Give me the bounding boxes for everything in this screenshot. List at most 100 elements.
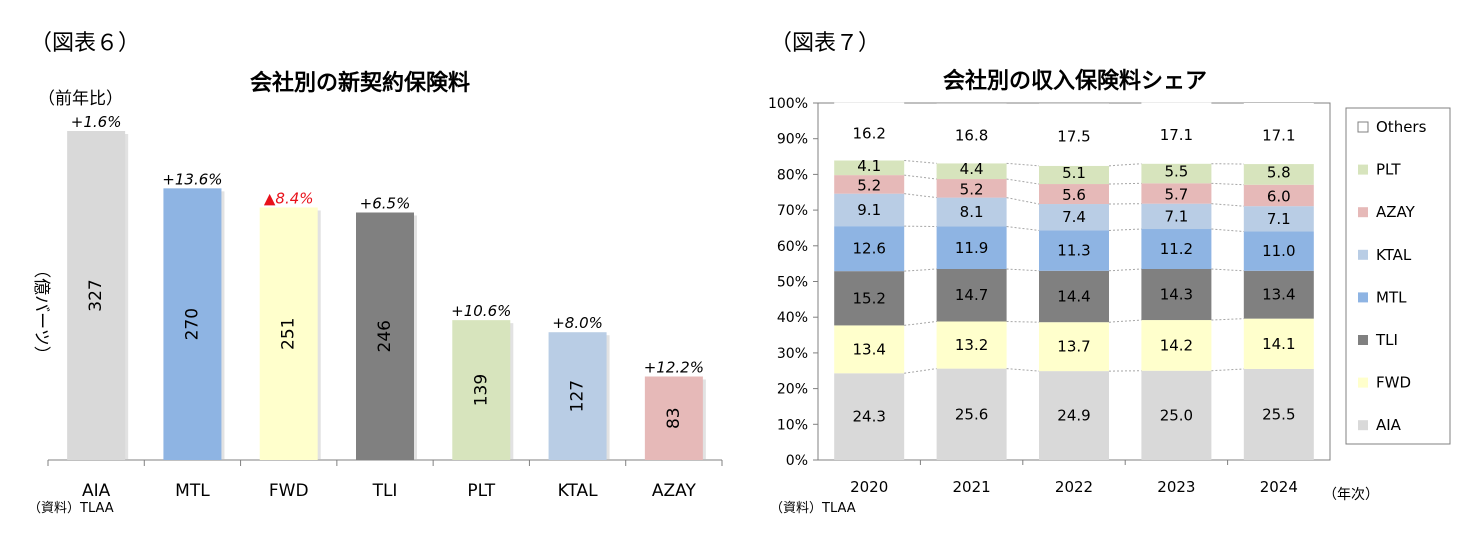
fig7-legend-label: KTAL (1376, 246, 1412, 264)
fig7-segment-others (936, 103, 1007, 164)
fig7-segment-label: 4.1 (857, 157, 881, 175)
fig7-y-tick-label: 0% (786, 453, 808, 469)
fig7-segment-azay (1141, 183, 1212, 204)
fig7-legend-swatch-mtl (1358, 292, 1368, 303)
fig7-segment-label: 11.2 (1160, 240, 1193, 258)
fig7-category-label: 2022 (1055, 478, 1093, 496)
fig7-segment-ktal (936, 197, 1007, 227)
fig7-legend-swatch-fwd (1358, 377, 1368, 388)
fig7-segment-label: 5.1 (1062, 164, 1086, 182)
fig7-connector-line (1006, 368, 1040, 372)
fig7-segment-azay (1243, 184, 1314, 207)
fig7-segment-tli (834, 271, 905, 326)
fig7-segment-fwd (1243, 318, 1314, 369)
fig6-category-label: FWD (269, 481, 309, 501)
fig7-legend: Others PLT AZAY KTAL MTL TLI FWD AIA (1345, 107, 1451, 445)
fig7-legend-label: FWD (1376, 374, 1411, 392)
fig7-segment-label: 13.2 (955, 336, 988, 354)
fig6-y-axis-label: （億バーツ） (31, 261, 51, 363)
fig6-value-label: 327 (86, 279, 106, 311)
fig7-legend-swatch-ktal (1358, 249, 1368, 260)
fig7-segment-label: 13.4 (1262, 286, 1295, 304)
fig6-label: （図表６） (30, 31, 140, 56)
fig6-value-label: 139 (471, 374, 491, 406)
fig7-y-tick-label: 70% (777, 203, 808, 219)
fig6-category-label: MTL (175, 481, 210, 501)
fig7-segment-fwd (936, 321, 1007, 369)
fig6-category-label: TLI (372, 481, 398, 501)
fig6-growth-label: +6.5% (360, 194, 411, 212)
fig7-segment-azay (834, 175, 905, 194)
fig7-legend-swatch-plt (1358, 164, 1368, 175)
fig7-legend-swatch-azay (1358, 207, 1368, 218)
fig7-segment-plt (834, 160, 905, 176)
fig7-legend-label: TLI (1375, 331, 1398, 349)
fig7-segment-mtl (1243, 231, 1314, 271)
fig7-connector-line (1006, 197, 1040, 205)
fig6-bar-plt (452, 320, 511, 460)
fig7-segment-aia (834, 373, 905, 460)
fig6-bar-tli (356, 212, 414, 460)
fig7-segment-label: 5.8 (1267, 163, 1291, 181)
fig6-value-label: 270 (182, 308, 202, 340)
fig7-legend-label: AZAY (1376, 203, 1416, 221)
fig7-segment-fwd (1141, 320, 1212, 371)
fig6-growth-label: ▲8.4% (264, 189, 314, 207)
fig6-growth-label: +10.6% (451, 302, 511, 320)
fig7-segment-aia (1141, 370, 1212, 460)
fig7-segment-label: 13.4 (852, 340, 885, 358)
fig7-y-tick-label: 10% (777, 417, 808, 433)
fig7-y-tick-label: 20% (777, 382, 808, 398)
fig7-segment-fwd (834, 325, 905, 374)
fig7-segment-label: 9.1 (857, 201, 881, 219)
fig7-label: （図表７） (770, 31, 880, 56)
fig7-connector-line (1211, 182, 1244, 186)
fig6-category-label: KTAL (558, 481, 599, 501)
fig7-legend-label: Others (1376, 118, 1427, 136)
fig7-segment-label: 11.9 (955, 239, 988, 257)
fig7-y-tick-label: 40% (777, 310, 808, 326)
fig7-segment-aia (936, 368, 1007, 460)
fig6-growth-label: +12.2% (644, 358, 704, 376)
fig7-segment-label: 14.2 (1160, 336, 1193, 354)
fig6-value-label: 83 (664, 407, 684, 429)
fig7-segment-mtl (1141, 229, 1212, 270)
fig7-y-tick-label: 80% (777, 167, 808, 183)
fig7-segment-label: 13.7 (1057, 338, 1090, 356)
fig7-segment-tli (1141, 269, 1212, 321)
fig7-segment-mtl (1039, 230, 1109, 271)
fig7-segment-label: 5.7 (1164, 185, 1188, 203)
fig7-title: 会社別の収入保険料シェア (943, 68, 1207, 94)
fig6-value-label: 127 (568, 380, 588, 412)
fig7-segment-label: 17.1 (1262, 127, 1295, 145)
fig6-bar-aia (67, 131, 126, 460)
fig7-segment-label: 25.0 (1160, 406, 1193, 424)
fig7-segment-tli (1039, 270, 1109, 323)
fig6-category-label: PLT (467, 481, 495, 501)
fig7-segment-mtl (834, 226, 905, 272)
fig7-connector-line (904, 193, 937, 199)
fig7-category-label: 2020 (850, 478, 888, 496)
fig7-segment-label: 16.2 (852, 125, 885, 143)
fig7-legend-label: MTL (1376, 288, 1407, 306)
fig7-segment-label: 12.6 (852, 240, 885, 258)
fig7-plot-area: 0% 10% 20% 30% 40% 50% 60% 70% 80% 90% 100% 2020 202… (768, 96, 1331, 496)
fig7-connector-line (904, 320, 937, 326)
fig7-segment-aia (1039, 371, 1109, 460)
fig7-legend-swatch-others (1357, 121, 1369, 133)
fig7-segment-label: 17.1 (1160, 126, 1193, 144)
fig7-connector-line (1108, 268, 1142, 272)
fig7-segment-label: 24.9 (1057, 407, 1090, 425)
fig7-segment-others (1243, 103, 1314, 165)
fig7-segment-label: 24.3 (852, 408, 885, 426)
fig6-source: （資料）TLAA (28, 501, 114, 516)
fig7-segment-label: 25.6 (955, 405, 988, 423)
fig7-category-label: 2023 (1157, 478, 1195, 496)
fig7-connector-line (1108, 228, 1142, 231)
fig7-connector-line (904, 368, 937, 374)
fig7-legend-label: AIA (1376, 416, 1402, 434)
fig6-value-label: 251 (279, 318, 299, 350)
fig7-segment-label: 17.5 (1057, 128, 1090, 146)
fig7-connector-line (1006, 226, 1040, 231)
